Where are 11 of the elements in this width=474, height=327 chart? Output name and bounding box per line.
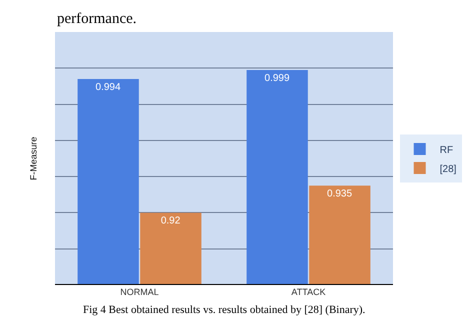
data-label: 0.935 bbox=[327, 188, 352, 200]
data-label: 0.994 bbox=[96, 82, 121, 93]
data-label: 0.92 bbox=[160, 216, 181, 227]
y-axis-title: F-Measure bbox=[28, 136, 38, 180]
caption: Fig 4 Best obtained results vs. results obtained by [28] (Binary). bbox=[83, 304, 366, 316]
x-tick-label: NORMAL bbox=[120, 287, 159, 297]
x-tick-label: ATTACK bbox=[291, 287, 326, 297]
data-label: 0.999 bbox=[264, 72, 290, 84]
legend-label: [28] bbox=[440, 164, 457, 175]
legend-label: RF bbox=[440, 144, 454, 156]
text: performance. bbox=[57, 11, 137, 27]
